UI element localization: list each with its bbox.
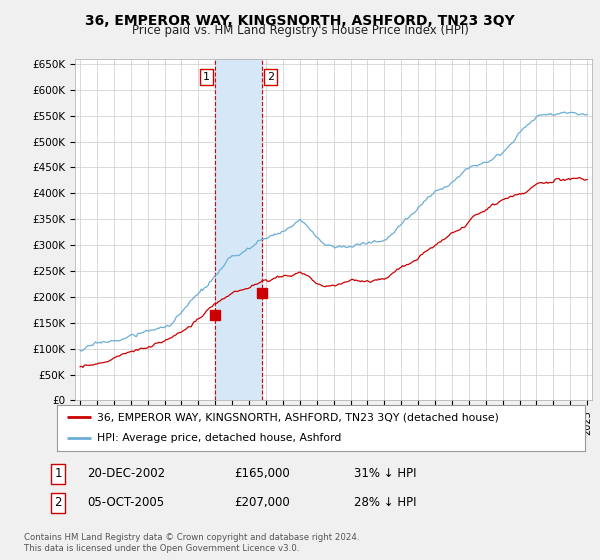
- Text: 31% ↓ HPI: 31% ↓ HPI: [354, 467, 416, 480]
- Text: 05-OCT-2005: 05-OCT-2005: [87, 496, 164, 510]
- Text: £165,000: £165,000: [234, 467, 290, 480]
- Text: 36, EMPEROR WAY, KINGSNORTH, ASHFORD, TN23 3QY: 36, EMPEROR WAY, KINGSNORTH, ASHFORD, TN…: [85, 14, 515, 28]
- Text: 2: 2: [266, 72, 274, 82]
- Text: £207,000: £207,000: [234, 496, 290, 510]
- Text: Price paid vs. HM Land Registry's House Price Index (HPI): Price paid vs. HM Land Registry's House …: [131, 24, 469, 37]
- Text: HPI: Average price, detached house, Ashford: HPI: Average price, detached house, Ashf…: [97, 433, 341, 444]
- Text: 1: 1: [55, 467, 62, 480]
- Text: Contains HM Land Registry data © Crown copyright and database right 2024.
This d: Contains HM Land Registry data © Crown c…: [24, 533, 359, 553]
- Text: 36, EMPEROR WAY, KINGSNORTH, ASHFORD, TN23 3QY (detached house): 36, EMPEROR WAY, KINGSNORTH, ASHFORD, TN…: [97, 412, 499, 422]
- Text: 1: 1: [203, 72, 210, 82]
- Text: 20-DEC-2002: 20-DEC-2002: [87, 467, 165, 480]
- Text: 2: 2: [55, 496, 62, 510]
- Bar: [215, 59, 262, 400]
- Text: 28% ↓ HPI: 28% ↓ HPI: [354, 496, 416, 510]
